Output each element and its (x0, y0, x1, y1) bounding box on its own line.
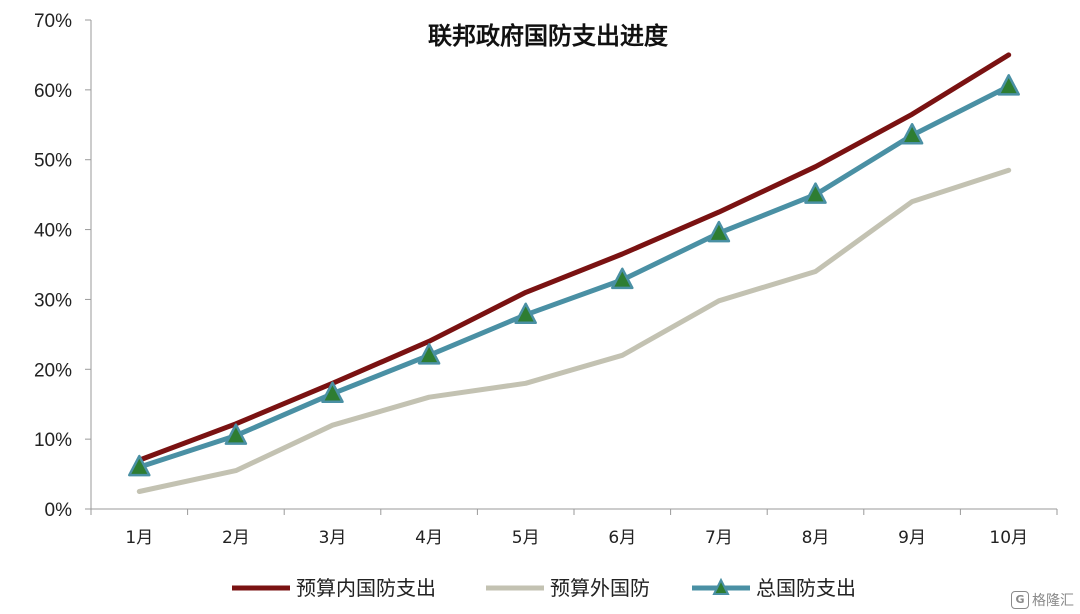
triangle-marker (804, 182, 827, 204)
x-tick-label: 7月 (705, 528, 733, 548)
y-tick-label: 30% (34, 290, 72, 311)
legend-label: 预算外国防 (550, 576, 650, 600)
x-tick-label: 4月 (415, 528, 443, 548)
series-line-3 (136, 83, 1012, 470)
x-tick-label: 10月 (989, 528, 1028, 548)
chart-title: 联邦政府国防支出进度 (428, 22, 669, 50)
triangle-marker (997, 74, 1020, 96)
x-tick-label: 8月 (802, 528, 830, 548)
series-line-1 (136, 52, 1012, 463)
y-tick-label: 0% (45, 500, 73, 521)
x-tick-label: 2月 (222, 528, 250, 548)
series-line-2 (136, 167, 1012, 494)
watermark: G 格隆汇 (1011, 590, 1074, 610)
triangle-marker (321, 381, 344, 403)
legend: 预算内国防支出 预算外国防 总国防支出 (232, 576, 856, 600)
y-tick-label: 60% (34, 81, 72, 102)
x-tick-label: 3月 (319, 528, 347, 548)
watermark-logo-icon: G (1011, 591, 1029, 609)
triangle-marker (417, 343, 441, 365)
x-tick-label: 9月 (898, 528, 926, 548)
watermark-text: 格隆汇 (1032, 593, 1074, 609)
triangle-marker (514, 302, 537, 325)
x-tick-label: 6月 (608, 528, 636, 548)
y-tick-label: 40% (34, 221, 72, 242)
triangle-marker (900, 123, 924, 145)
series-layer (128, 52, 1020, 494)
x-tick-label: 5月 (512, 528, 540, 548)
y-axis: 0% 10% 20% 30% 40% 50% 60% 70% (34, 11, 92, 521)
triangle-marker (128, 454, 151, 477)
y-tick-label: 10% (34, 430, 72, 451)
triangle-marker (224, 423, 248, 445)
legend-label: 预算内国防支出 (296, 576, 436, 600)
y-tick-label: 20% (34, 360, 72, 381)
legend-label: 总国防支出 (756, 576, 856, 600)
x-axis: 1月 2月 3月 4月 5月 6月 7月 8月 9月 10月 (90, 508, 1058, 548)
x-tick-label: 1月 (125, 528, 153, 548)
triangle-marker (611, 267, 634, 290)
legend-triangle-icon (712, 577, 730, 595)
y-tick-label: 70% (34, 11, 72, 32)
triangle-marker (707, 220, 731, 243)
y-tick-label: 50% (34, 151, 72, 172)
